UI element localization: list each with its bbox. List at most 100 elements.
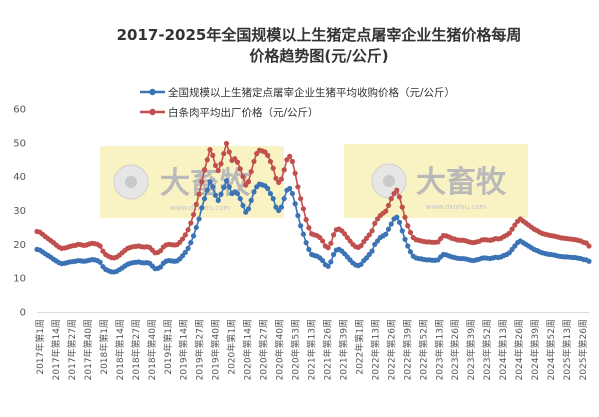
data-point xyxy=(237,196,243,202)
data-point xyxy=(204,187,210,193)
data-point xyxy=(97,259,103,265)
data-point xyxy=(182,232,188,238)
data-point xyxy=(303,240,309,246)
data-point xyxy=(306,225,312,231)
x-tick-label: 2025年第13周 xyxy=(561,319,573,380)
data-point xyxy=(215,197,221,203)
data-point xyxy=(185,227,191,233)
data-point xyxy=(331,232,337,238)
data-point xyxy=(385,226,392,232)
data-point xyxy=(383,231,389,237)
data-point xyxy=(287,153,293,159)
data-point xyxy=(190,233,197,239)
series-1 xyxy=(34,140,592,261)
data-point xyxy=(210,184,216,190)
data-point xyxy=(289,158,295,165)
data-point xyxy=(157,248,164,254)
data-point xyxy=(234,190,241,197)
data-point xyxy=(193,201,199,208)
x-tick-label: 2020年第53周 xyxy=(290,319,302,380)
y-tick-label: 30 xyxy=(13,206,26,217)
data-point xyxy=(193,224,199,231)
data-point xyxy=(221,184,227,191)
legend-purchase-marker-icon xyxy=(149,88,156,96)
data-point xyxy=(320,257,326,264)
data-point xyxy=(388,221,394,227)
watermark-left-logo-eye-icon xyxy=(125,176,137,188)
data-point xyxy=(281,167,287,173)
y-tick-label: 40 xyxy=(13,172,26,183)
series-layer xyxy=(34,140,592,275)
data-point xyxy=(372,220,378,226)
data-point xyxy=(265,152,271,158)
x-tick-label: 2022年第1周 xyxy=(353,319,365,375)
watermark-right-brand: 大畜牧 xyxy=(416,165,507,200)
data-point xyxy=(388,196,394,202)
data-point xyxy=(407,249,414,255)
data-point xyxy=(292,201,298,207)
x-tick-label: 2020年第27周 xyxy=(258,319,270,380)
data-point xyxy=(402,214,408,220)
data-point xyxy=(300,206,306,212)
legend-item-wholesale[interactable]: 白条肉平均出厂价格（元/公斤） xyxy=(140,106,319,119)
data-point xyxy=(394,214,400,220)
data-point xyxy=(210,152,216,158)
data-point xyxy=(278,204,285,210)
data-point xyxy=(218,161,224,167)
data-point xyxy=(190,211,197,218)
data-point xyxy=(223,140,230,147)
data-point xyxy=(396,194,403,200)
x-tick-label: 2023年第13周 xyxy=(433,319,445,380)
y-tick-label: 60 xyxy=(13,105,26,116)
data-point xyxy=(201,196,208,202)
data-point xyxy=(399,228,405,234)
y-axis: 0 10 20 30 40 50 60 xyxy=(13,105,26,319)
x-tick-label: 2018年第1周 xyxy=(98,319,110,375)
data-point xyxy=(586,258,592,264)
watermark-left: 大畜牧 www.dxumu.com xyxy=(100,146,284,218)
x-tick-label: 2020年第40周 xyxy=(274,319,286,380)
x-tick-label: 2017年第27周 xyxy=(66,319,78,380)
data-point xyxy=(509,226,515,232)
watermark-right: 大畜牧 www.dxumu.com xyxy=(344,144,528,218)
data-point xyxy=(248,197,254,203)
x-tick-label: 2019年第1周 xyxy=(162,319,174,375)
legend: 全国规模以上生猪定点屠宰企业生猪平均收购价格（元/公斤） 白条肉平均出厂价格（元… xyxy=(140,86,455,119)
series-0 xyxy=(34,178,592,275)
data-point xyxy=(278,176,285,182)
data-point xyxy=(245,206,252,212)
data-point xyxy=(298,223,304,229)
legend-item-purchase[interactable]: 全国规模以上生猪定点屠宰企业生猪平均收购价格（元/公斤） xyxy=(140,86,455,99)
data-point xyxy=(366,232,372,238)
x-tick-label: 2022年第52周 xyxy=(417,319,429,380)
data-point xyxy=(273,175,279,181)
data-point xyxy=(221,151,227,157)
data-point xyxy=(358,261,364,267)
x-tick-label: 2021年第39周 xyxy=(337,319,349,380)
legend-wholesale-marker-icon xyxy=(149,108,156,116)
data-point xyxy=(270,165,276,171)
data-point xyxy=(292,170,298,176)
x-tick-label: 2022年第26周 xyxy=(385,319,397,380)
data-point xyxy=(289,190,295,197)
data-point xyxy=(270,196,276,202)
data-point xyxy=(399,204,405,210)
data-point xyxy=(341,231,348,237)
data-point xyxy=(182,249,188,256)
watermark-right-logo-eye-icon xyxy=(383,175,395,187)
data-point xyxy=(331,251,337,258)
data-point xyxy=(506,230,512,236)
data-point xyxy=(207,179,213,185)
x-tick-label: 2023年第26周 xyxy=(449,319,461,380)
data-point xyxy=(303,217,309,223)
data-point xyxy=(405,223,411,229)
data-point xyxy=(204,157,210,163)
data-point xyxy=(251,189,257,195)
data-point xyxy=(188,240,194,246)
legend-purchase-label: 全国规模以上生猪定点屠宰企业生猪平均收购价格（元/公斤） xyxy=(168,86,455,99)
data-point xyxy=(358,243,364,249)
data-point xyxy=(298,196,304,202)
data-point xyxy=(325,245,331,251)
data-point xyxy=(287,185,293,192)
